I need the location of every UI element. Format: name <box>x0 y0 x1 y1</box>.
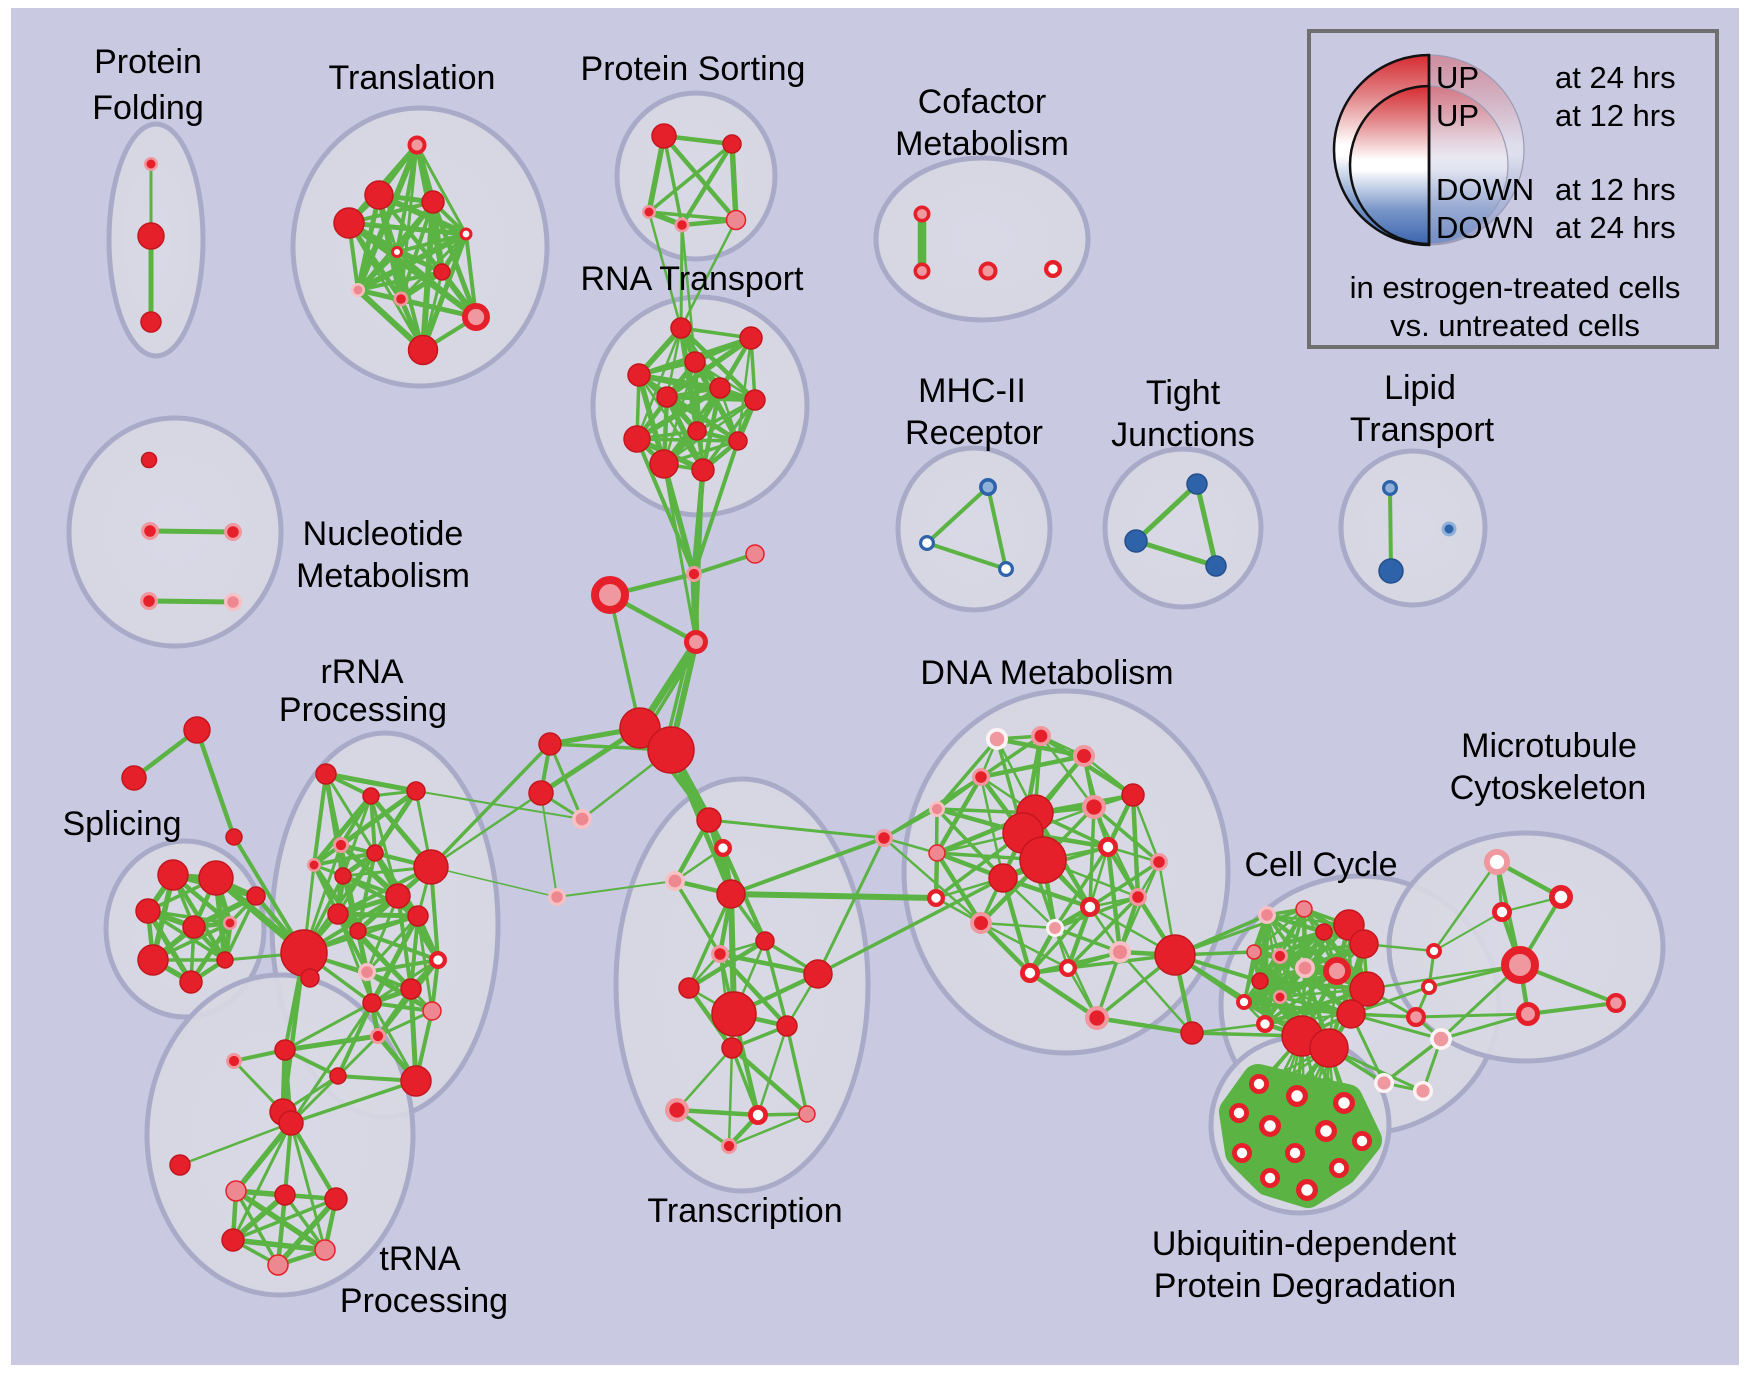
svg-text:Protein Degradation: Protein Degradation <box>1154 1267 1456 1305</box>
svg-text:DOWN: DOWN <box>1436 210 1534 245</box>
svg-text:Cytoskeleton: Cytoskeleton <box>1450 769 1647 807</box>
svg-text:Cell Cycle: Cell Cycle <box>1244 846 1397 884</box>
svg-text:Protein: Protein <box>94 43 202 81</box>
svg-text:rRNA: rRNA <box>320 653 403 691</box>
svg-text:tRNA: tRNA <box>379 1240 461 1278</box>
svg-text:Junctions: Junctions <box>1111 416 1255 454</box>
svg-text:Cofactor: Cofactor <box>918 83 1047 121</box>
svg-text:Metabolism: Metabolism <box>296 557 470 595</box>
svg-text:Microtubule: Microtubule <box>1461 727 1637 765</box>
svg-text:MHC-II: MHC-II <box>918 372 1026 410</box>
svg-text:Splicing: Splicing <box>62 805 181 843</box>
svg-text:vs. untreated cells: vs. untreated cells <box>1390 308 1640 343</box>
svg-text:Tight: Tight <box>1146 374 1221 412</box>
svg-text:at 24 hrs: at 24 hrs <box>1555 60 1676 95</box>
svg-text:DOWN: DOWN <box>1436 172 1534 207</box>
svg-text:in estrogen-treated cells: in estrogen-treated cells <box>1350 270 1681 305</box>
svg-text:Protein Sorting: Protein Sorting <box>581 50 806 88</box>
svg-text:Metabolism: Metabolism <box>895 125 1069 163</box>
svg-text:RNA Transport: RNA Transport <box>581 260 805 298</box>
svg-text:UP: UP <box>1436 98 1479 133</box>
svg-text:Processing: Processing <box>340 1282 508 1320</box>
svg-text:Transcription: Transcription <box>647 1192 842 1230</box>
svg-text:DNA Metabolism: DNA Metabolism <box>920 654 1173 692</box>
svg-text:at 12 hrs: at 12 hrs <box>1555 98 1676 133</box>
svg-text:Receptor: Receptor <box>905 414 1043 452</box>
svg-text:Transport: Transport <box>1350 411 1495 449</box>
svg-text:Translation: Translation <box>329 59 496 97</box>
svg-text:Folding: Folding <box>92 89 204 127</box>
svg-text:Nucleotide: Nucleotide <box>303 515 464 553</box>
svg-text:Lipid: Lipid <box>1384 369 1456 407</box>
svg-text:at 24 hrs: at 24 hrs <box>1555 210 1676 245</box>
svg-text:Processing: Processing <box>279 691 447 729</box>
svg-text:Ubiquitin-dependent: Ubiquitin-dependent <box>1152 1225 1457 1263</box>
svg-text:at 12 hrs: at 12 hrs <box>1555 172 1676 207</box>
svg-text:UP: UP <box>1436 60 1479 95</box>
